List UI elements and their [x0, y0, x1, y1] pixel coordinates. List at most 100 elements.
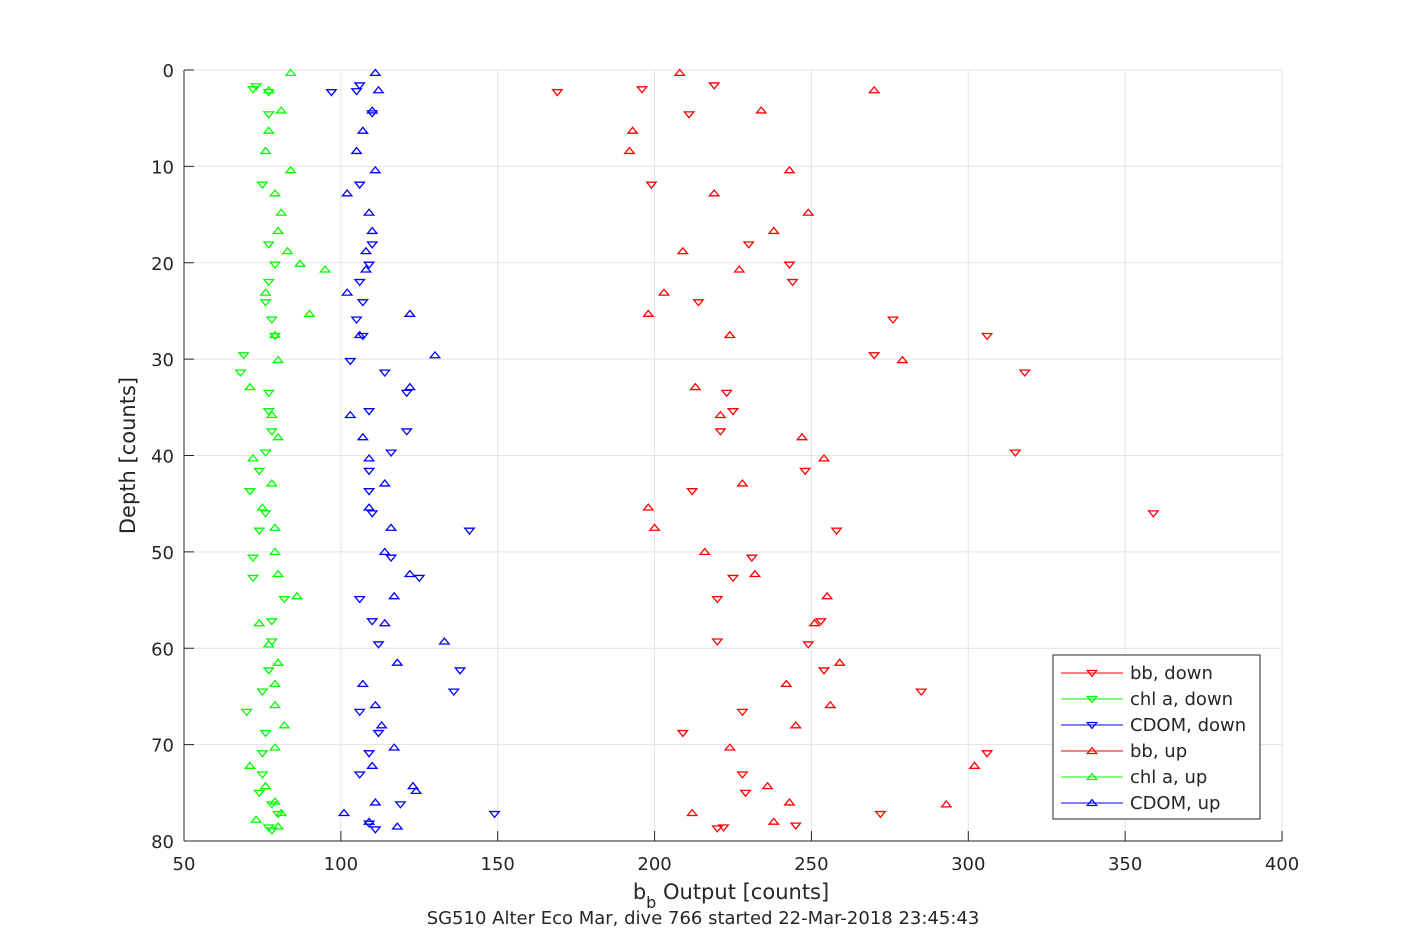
data-point — [253, 789, 266, 798]
data-point — [362, 261, 376, 270]
data-point — [682, 111, 696, 119]
data-point — [369, 700, 382, 709]
data-point — [896, 355, 909, 364]
data-point — [795, 432, 809, 441]
data-point — [980, 750, 994, 758]
data-point — [246, 574, 260, 583]
data-point — [271, 658, 285, 666]
data-point — [447, 688, 460, 697]
data-point — [250, 815, 263, 823]
figure-caption: SG510 Alter Eco Mar, dive 766 started 22… — [427, 908, 980, 929]
data-point — [642, 309, 655, 317]
data-point — [259, 288, 272, 296]
data-point — [453, 667, 467, 675]
data-point — [356, 432, 369, 441]
y-tick-label: 60 — [151, 639, 174, 660]
data-point — [262, 111, 275, 119]
data-point — [384, 523, 398, 531]
series-3 — [623, 68, 981, 825]
data-point — [353, 278, 366, 287]
legend-entry: CDOM, up — [1061, 793, 1220, 814]
data-point — [240, 708, 253, 717]
data-point — [341, 288, 354, 296]
x-axis-label: bb Output [counts] — [633, 880, 829, 912]
data-point — [726, 574, 740, 583]
legend: bb, down chl a, down CDOM, down bb, up chl a… — [1052, 654, 1261, 820]
data-point — [372, 641, 385, 649]
data-point — [736, 708, 749, 717]
series-5 — [337, 68, 451, 830]
data-point — [275, 808, 288, 817]
y-tick-label: 10 — [151, 157, 174, 178]
data-point — [237, 352, 250, 360]
data-point — [271, 822, 285, 830]
y-tick-label: 30 — [151, 350, 174, 371]
legend-entries: bb, down chl a, down CDOM, down bb, up chl a… — [1061, 663, 1246, 814]
y-tick-label: 40 — [151, 447, 174, 468]
data-point — [366, 110, 379, 118]
data-point — [356, 332, 369, 341]
data-point — [789, 720, 802, 729]
data-point — [265, 618, 278, 626]
series-4 — [243, 68, 332, 830]
y-axis-label: Depth [counts] — [116, 377, 140, 534]
data-point — [359, 246, 373, 255]
data-point — [265, 316, 278, 325]
data-point — [268, 700, 282, 709]
data-point — [833, 658, 846, 666]
data-point — [711, 595, 724, 604]
data-point — [265, 827, 278, 835]
data-point — [824, 700, 837, 709]
data-point — [319, 265, 332, 273]
data-point — [789, 822, 802, 830]
data-point — [356, 126, 369, 134]
series-2 — [325, 82, 501, 834]
data-point — [366, 510, 379, 518]
data-point — [366, 618, 379, 626]
legend-entry: CDOM, down — [1061, 715, 1246, 736]
data-point — [626, 126, 639, 134]
data-point — [673, 68, 686, 77]
data-point — [1018, 369, 1031, 378]
legend-box — [1052, 654, 1261, 820]
data-point — [814, 618, 827, 626]
y-tick-label: 70 — [151, 736, 174, 757]
data-point — [259, 299, 272, 307]
tick-marks — [183, 69, 1283, 842]
data-point — [341, 188, 354, 197]
data-point — [275, 208, 288, 216]
data-point — [438, 637, 451, 645]
legend-marker — [1085, 746, 1099, 755]
data-point — [783, 165, 796, 174]
data-point — [915, 688, 928, 697]
data-point — [657, 288, 671, 296]
legend-label: CDOM, up — [1130, 793, 1220, 814]
data-point — [369, 68, 382, 77]
data-point — [406, 781, 420, 790]
data-point — [868, 352, 881, 360]
data-point — [551, 89, 564, 97]
data-point — [353, 330, 366, 339]
data-point — [362, 408, 376, 416]
data-point — [262, 85, 275, 94]
data-point — [767, 817, 780, 825]
data-point — [980, 332, 994, 341]
data-point — [388, 743, 401, 751]
data-point — [410, 786, 423, 795]
data-point — [362, 817, 376, 825]
data-point — [256, 181, 269, 190]
data-point — [284, 165, 297, 174]
data-point — [1009, 449, 1022, 458]
data-point — [400, 389, 413, 398]
data-point — [686, 808, 699, 817]
data-point — [353, 181, 366, 190]
data-point — [689, 382, 702, 391]
data-point — [400, 428, 413, 436]
data-point — [783, 798, 796, 806]
data-point — [799, 467, 812, 476]
data-point — [246, 453, 260, 462]
data-point — [384, 449, 398, 458]
data-point — [830, 527, 843, 536]
x-tick-label: 400 — [1265, 854, 1299, 875]
